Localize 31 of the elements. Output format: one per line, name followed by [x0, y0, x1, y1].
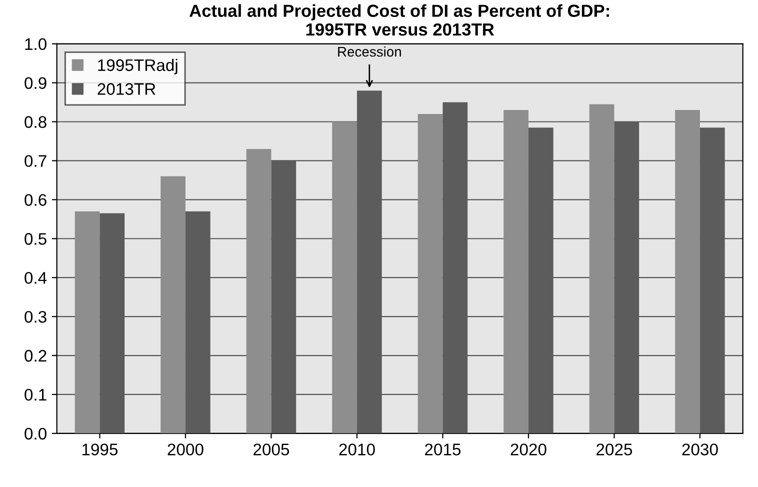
y-tick-label: 1.0 — [25, 38, 46, 50]
x-tick-label: 2020 — [510, 444, 546, 456]
bar — [418, 114, 443, 434]
bar — [246, 149, 272, 434]
legend-label: 2013TR — [98, 83, 156, 95]
legend-label: 1995TRadj — [98, 58, 178, 74]
y-tick-label: 0.4 — [24, 272, 47, 284]
y-tick-label: 0.2 — [24, 350, 46, 362]
y-tick-label: 0.3 — [24, 310, 46, 323]
bar — [589, 104, 614, 434]
bar — [160, 176, 186, 434]
y-tick-label: 0.7 — [24, 155, 46, 167]
y-tick-label: 0.1 — [24, 388, 46, 401]
x-tick-label: 2015 — [425, 444, 461, 456]
bar — [675, 110, 700, 434]
x-tick-label: 2030 — [682, 444, 718, 456]
y-tick-label: 0.5 — [24, 233, 46, 245]
bar — [332, 122, 357, 434]
y-tick-label: 0.6 — [24, 194, 46, 206]
x-tick-label: 2005 — [254, 444, 290, 456]
y-tick-label: 0.9 — [24, 77, 46, 89]
x-tick-label: 2025 — [596, 444, 632, 456]
x-tick-label: 2010 — [339, 444, 375, 456]
bar — [504, 110, 528, 434]
annotation: Recession — [338, 46, 401, 57]
bar — [74, 211, 100, 434]
x-tick-label: 2000 — [168, 444, 204, 456]
chart-title: Actual and Projected Cost of DI as Percent of GDP: 1995TR versus 2013TR — [190, 4, 609, 36]
y-tick-label: 0.0 — [24, 428, 46, 440]
x-tick-label: 1995 — [82, 444, 118, 456]
y-tick-label: 0.8 — [24, 116, 46, 128]
